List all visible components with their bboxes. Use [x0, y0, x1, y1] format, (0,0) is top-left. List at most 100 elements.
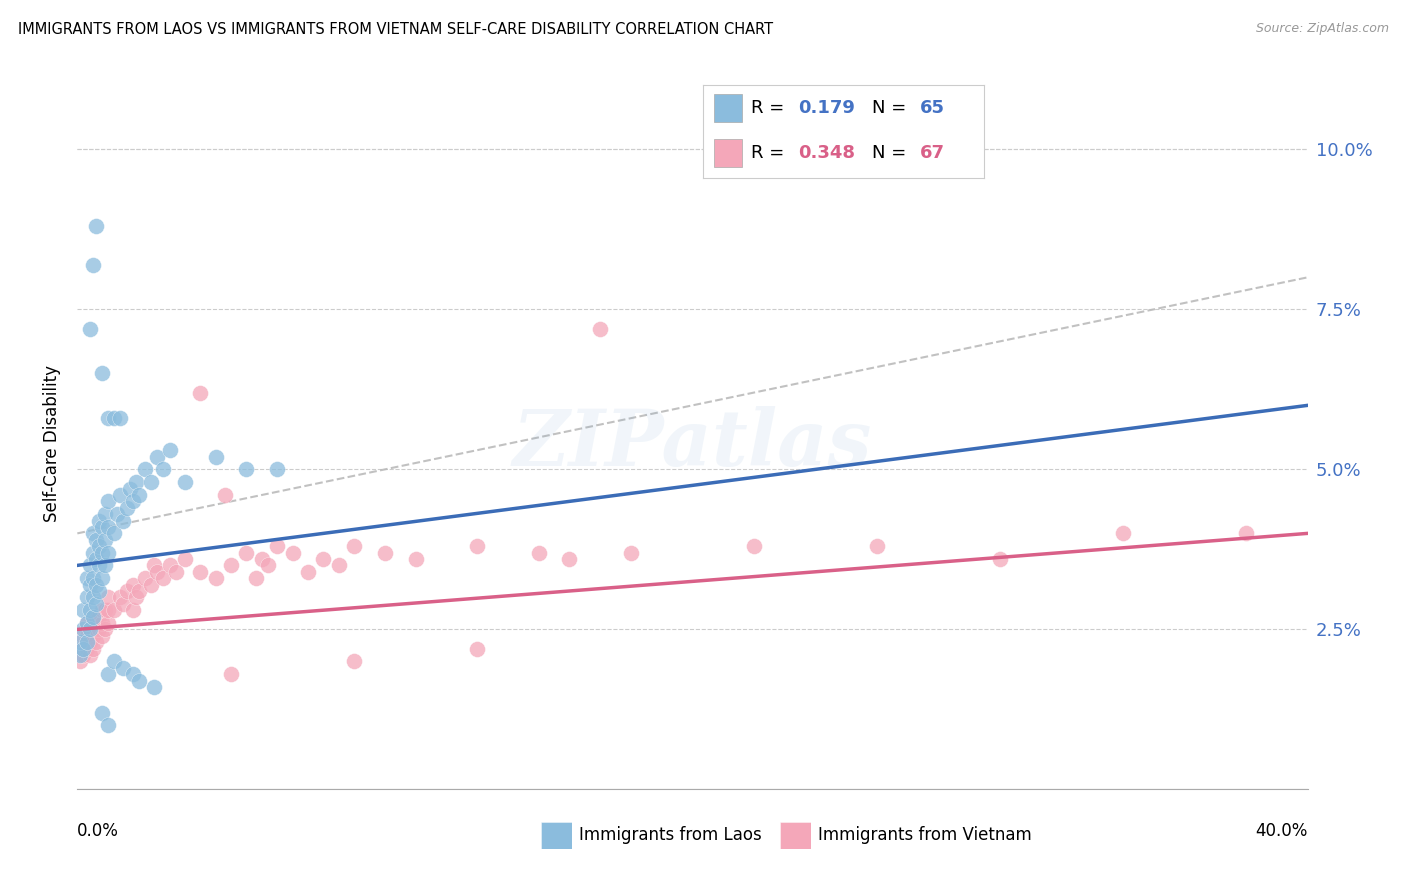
Text: Immigrants from Laos: Immigrants from Laos — [579, 826, 762, 844]
Point — [79, 603, 101, 617]
Point — [90, 615, 114, 630]
Point — [146, 450, 169, 464]
Point — [235, 462, 257, 476]
Point — [82, 526, 104, 541]
Text: R =: R = — [751, 99, 790, 117]
Point — [94, 533, 117, 547]
Y-axis label: Self-Care Disability: Self-Care Disability — [44, 365, 62, 523]
Point — [188, 385, 212, 400]
Point — [257, 558, 280, 573]
Point — [76, 635, 98, 649]
Point — [214, 488, 236, 502]
Point — [121, 603, 143, 617]
Text: IMMIGRANTS FROM LAOS VS IMMIGRANTS FROM VIETNAM SELF-CARE DISABILITY CORRELATION: IMMIGRANTS FROM LAOS VS IMMIGRANTS FROM … — [18, 22, 773, 37]
Point — [174, 552, 197, 566]
Point — [620, 545, 643, 559]
Point — [97, 718, 120, 732]
Point — [82, 591, 104, 605]
Point — [90, 706, 114, 720]
Point — [266, 462, 288, 476]
Point — [84, 635, 107, 649]
Point — [90, 571, 114, 585]
Point — [343, 539, 366, 553]
Text: N =: N = — [872, 99, 911, 117]
Point — [266, 539, 288, 553]
Point — [328, 558, 350, 573]
Point — [742, 539, 765, 553]
Point — [103, 603, 125, 617]
Point — [90, 367, 114, 381]
Point — [103, 654, 125, 668]
Point — [110, 591, 132, 605]
Point — [97, 545, 120, 559]
Point — [84, 219, 107, 234]
Text: 40.0%: 40.0% — [1256, 822, 1308, 840]
Point — [105, 507, 128, 521]
Point — [90, 545, 114, 559]
Point — [143, 680, 166, 694]
Point — [94, 623, 117, 637]
Point — [219, 558, 242, 573]
Point — [94, 603, 117, 617]
Point — [84, 609, 107, 624]
Point — [159, 558, 181, 573]
Point — [312, 552, 335, 566]
Text: 0.348: 0.348 — [799, 145, 856, 162]
Point — [79, 648, 101, 662]
Text: N =: N = — [872, 145, 911, 162]
Point — [125, 475, 148, 490]
Point — [76, 571, 98, 585]
Point — [79, 558, 101, 573]
Point — [988, 552, 1011, 566]
Point — [112, 597, 135, 611]
Point — [103, 411, 125, 425]
Point — [97, 591, 120, 605]
Point — [1234, 526, 1257, 541]
Point — [84, 533, 107, 547]
Point — [87, 609, 110, 624]
Point — [141, 475, 163, 490]
Point — [76, 591, 98, 605]
Text: R =: R = — [751, 145, 790, 162]
Text: 67: 67 — [920, 145, 945, 162]
Point — [76, 629, 98, 643]
Text: Immigrants from Vietnam: Immigrants from Vietnam — [818, 826, 1032, 844]
Point — [103, 526, 125, 541]
Point — [72, 648, 94, 662]
Text: Source: ZipAtlas.com: Source: ZipAtlas.com — [1256, 22, 1389, 36]
Point — [128, 584, 150, 599]
Point — [97, 494, 120, 508]
Point — [94, 558, 117, 573]
Point — [204, 450, 226, 464]
Point — [134, 462, 156, 476]
Point — [121, 667, 143, 681]
Point — [97, 411, 120, 425]
Point — [374, 545, 396, 559]
Point — [72, 641, 94, 656]
Text: 65: 65 — [920, 99, 945, 117]
Point — [465, 641, 488, 656]
Point — [174, 475, 197, 490]
Text: 0.0%: 0.0% — [77, 822, 120, 840]
Point — [72, 641, 94, 656]
Point — [87, 514, 110, 528]
Point — [82, 609, 104, 624]
Point — [79, 577, 101, 591]
Point — [97, 615, 120, 630]
Point — [527, 545, 550, 559]
Point — [69, 654, 91, 668]
Point — [82, 545, 104, 559]
Point — [112, 661, 135, 675]
Point — [405, 552, 427, 566]
Point — [219, 667, 242, 681]
Point — [84, 623, 107, 637]
Point — [97, 603, 120, 617]
FancyBboxPatch shape — [714, 95, 742, 122]
Point — [79, 623, 101, 637]
Point — [72, 629, 94, 643]
Point — [188, 565, 212, 579]
Point — [128, 488, 150, 502]
Point — [110, 411, 132, 425]
Point — [79, 321, 101, 335]
Point — [866, 539, 889, 553]
